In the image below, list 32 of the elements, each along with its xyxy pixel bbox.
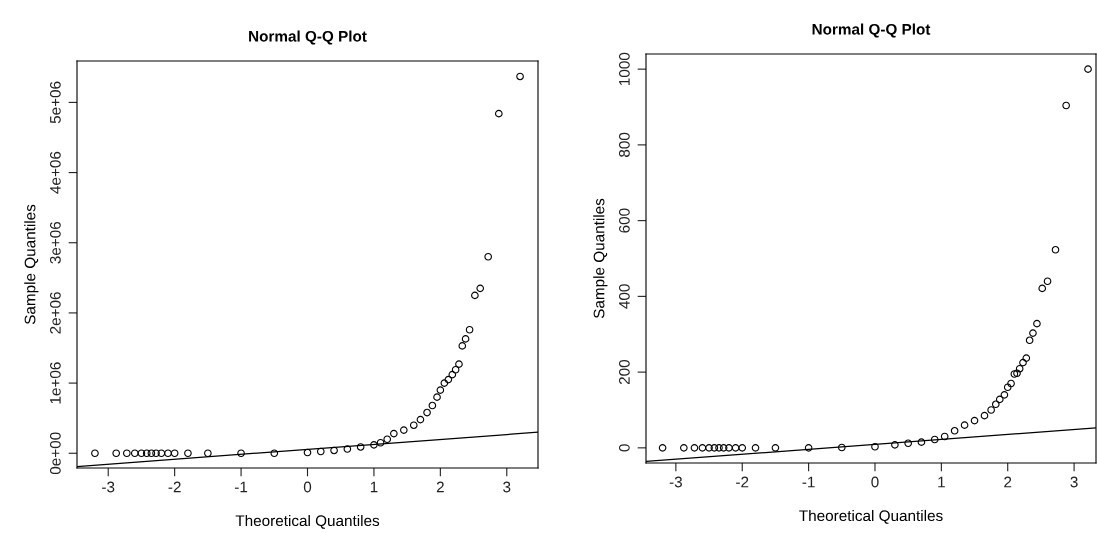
x-tick-label: -2 (736, 476, 749, 488)
x-tick-label: 1 (370, 481, 378, 493)
chart-title: Normal Q-Q Plot (812, 23, 931, 38)
x-tick-label: -1 (234, 481, 248, 493)
y-axis-title: Sample Quantiles (24, 204, 39, 325)
x-tick-label: 1 (938, 476, 945, 488)
chart-title: Normal Q-Q Plot (249, 30, 367, 45)
x-tick-label: 2 (1004, 476, 1012, 488)
x-axis-title: Theoretical Quantiles (235, 514, 380, 529)
y-tick-label: 600 (618, 208, 630, 233)
y-tick-label: 3e+06 (49, 221, 61, 264)
y-tick-label: 400 (618, 284, 630, 309)
y-tick-label: 0e+00 (49, 432, 61, 475)
x-tick-label: 3 (1070, 476, 1078, 488)
y-tick-label: 800 (618, 132, 630, 157)
y-tick-label: 0 (618, 444, 630, 452)
y-tick-label: 4e+06 (49, 151, 61, 194)
x-axis-title: Theoretical Quantiles (799, 509, 943, 524)
x-tick-label: 0 (871, 476, 879, 488)
y-axis-title: Sample Quantiles (593, 198, 608, 319)
x-tick-label: 3 (503, 481, 511, 493)
x-tick-label: -3 (102, 481, 115, 493)
y-tick-label: 200 (618, 359, 630, 385)
x-tick-label: -2 (168, 481, 181, 493)
y-tick-label: 1000 (618, 52, 630, 85)
x-tick-label: 0 (303, 481, 312, 493)
y-tick-label: 1e+06 (49, 362, 61, 404)
x-tick-label: -1 (802, 476, 815, 488)
x-tick-label: 2 (436, 481, 444, 493)
y-tick-label: 5e+06 (49, 81, 61, 124)
y-tick-label: 2e+06 (49, 292, 61, 334)
x-tick-label: -3 (669, 476, 682, 488)
